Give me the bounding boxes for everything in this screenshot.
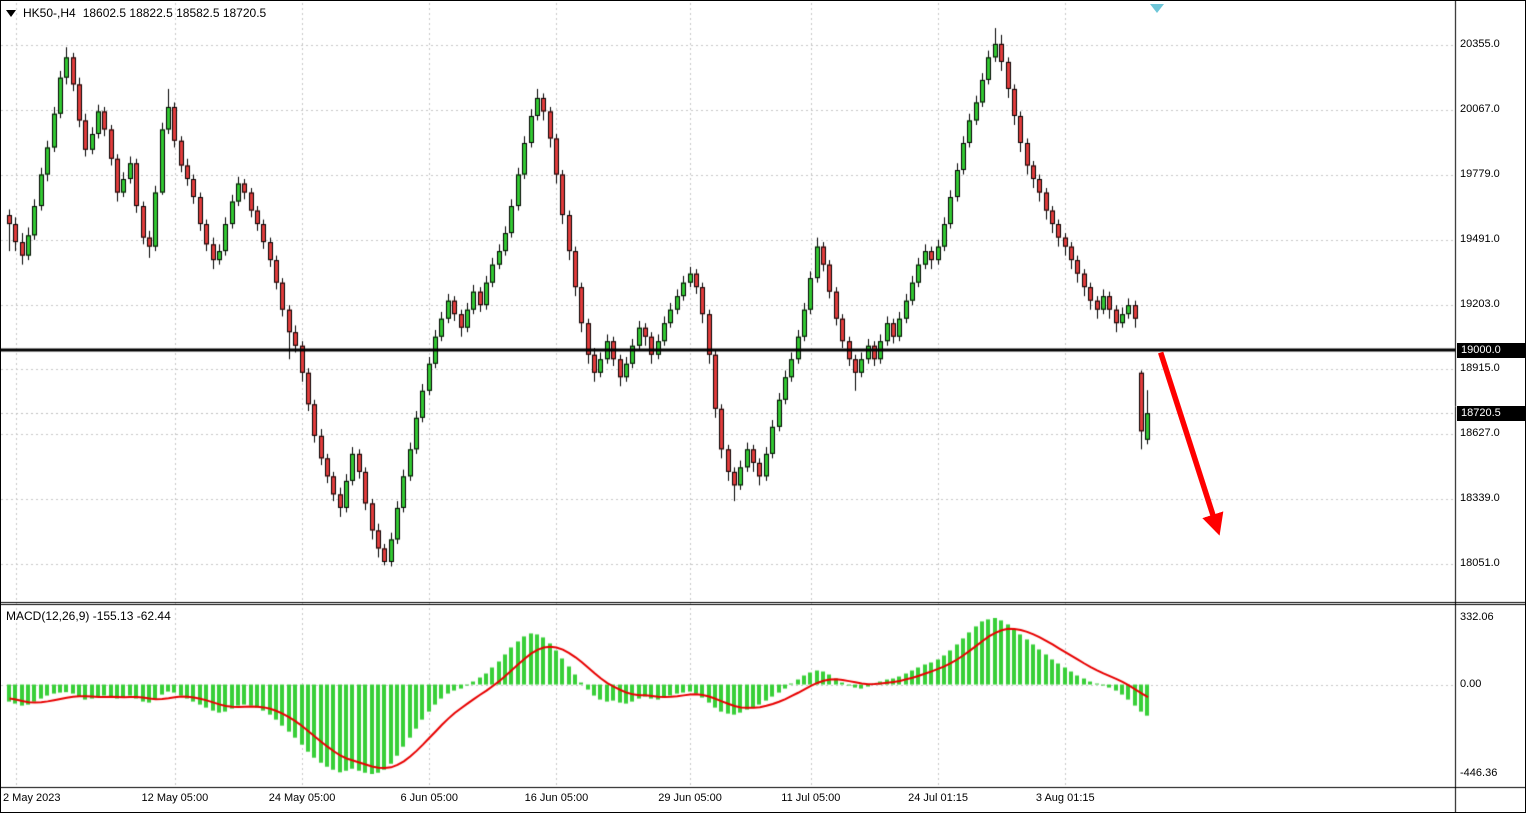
symbol-dropdown-icon[interactable]	[6, 9, 16, 17]
macd-axis-label: 332.06	[1460, 611, 1494, 623]
macd-indicator-label: MACD(12,26,9) -155.13 -62.44	[6, 609, 171, 623]
time-axis-label: 24 May 05:00	[268, 792, 336, 804]
time-axis-label: 3 Aug 01:15	[1035, 792, 1095, 804]
price-axis-label: 19203.0	[1460, 297, 1500, 310]
support-line-price-badge: 19000.0	[1457, 343, 1525, 359]
time-axis-label: 29 Jun 05:00	[658, 792, 722, 804]
macd-axis-label: -446.36	[1460, 767, 1498, 779]
price-axis-label: 19491.0	[1460, 232, 1500, 245]
macd-axis-label: 0.00	[1460, 677, 1482, 690]
symbol-period-label: HK50-,H4	[23, 6, 76, 20]
current-price-badge: 18720.5	[1457, 406, 1525, 422]
price-axis-label: 18051.0	[1460, 557, 1500, 569]
price-axis-label: 19779.0	[1460, 167, 1500, 180]
ohlc-quote-label: 18602.5 18822.5 18582.5 18720.5	[82, 6, 267, 20]
price-axis-label: 18915.0	[1460, 362, 1500, 375]
time-axis-label: 16 Jun 05:00	[524, 792, 589, 804]
time-axis-label: 12 May 05:00	[141, 792, 209, 804]
price-axis-label: 18339.0	[1460, 492, 1500, 505]
chart-header: HK50-,H4 18602.5 18822.5 18582.5 18720.5	[6, 6, 266, 20]
chart-shift-marker-icon[interactable]	[1150, 4, 1164, 13]
sell-arrow-line[interactable]	[1158, 351, 1224, 536]
time-axis-label: 24 Jul 01:15	[908, 792, 969, 804]
time-axis-label: 11 Jul 05:00	[781, 792, 841, 804]
time-axis-label: 6 Jun 05:00	[400, 792, 459, 804]
time-axis-label: 2 May 2023	[3, 792, 61, 804]
price-axis-label: 18627.0	[1460, 427, 1500, 440]
price-axis-label: 20355.0	[1460, 38, 1500, 50]
price-axis-label: 20067.0	[1460, 102, 1500, 115]
